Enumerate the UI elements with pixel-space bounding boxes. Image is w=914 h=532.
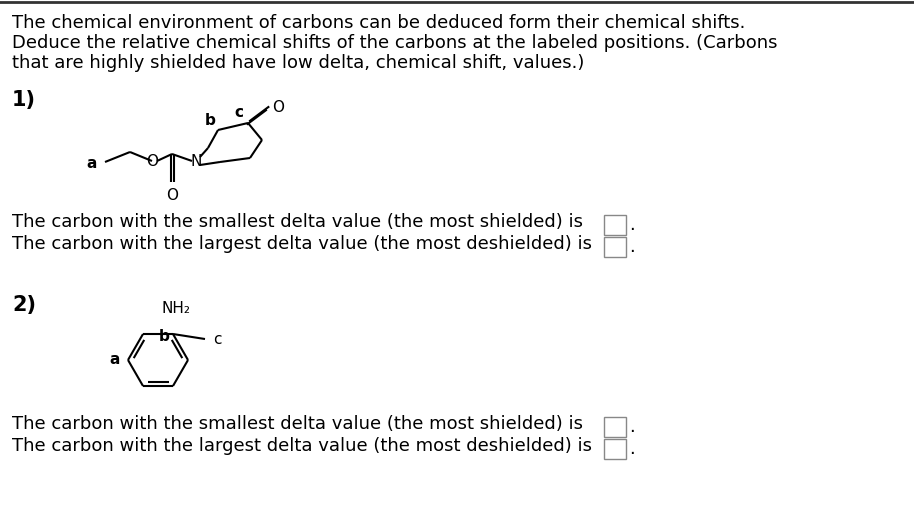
Text: The carbon with the largest delta value (the most deshielded) is: The carbon with the largest delta value … <box>12 437 592 455</box>
Text: Deduce the relative chemical shifts of the carbons at the labeled positions. (Ca: Deduce the relative chemical shifts of t… <box>12 34 778 52</box>
Text: The chemical environment of carbons can be deduced form their chemical shifts.: The chemical environment of carbons can … <box>12 14 746 32</box>
Text: 2): 2) <box>12 295 36 315</box>
Text: O: O <box>272 99 284 114</box>
Text: .: . <box>629 216 634 234</box>
Text: NH₂: NH₂ <box>162 301 190 316</box>
Text: 1): 1) <box>12 90 36 110</box>
Text: .: . <box>629 418 634 436</box>
Text: c: c <box>234 105 243 120</box>
Text: c: c <box>213 331 221 346</box>
Text: a: a <box>87 156 97 171</box>
Bar <box>604 417 626 437</box>
Text: that are highly shielded have low delta, chemical shift, values.): that are highly shielded have low delta,… <box>12 54 584 72</box>
Text: The carbon with the smallest delta value (the most shielded) is: The carbon with the smallest delta value… <box>12 213 583 231</box>
Text: .: . <box>629 238 634 256</box>
Text: b: b <box>205 113 216 128</box>
Text: .: . <box>629 440 634 458</box>
Text: The carbon with the largest delta value (the most deshielded) is: The carbon with the largest delta value … <box>12 235 592 253</box>
Text: O: O <box>146 154 158 169</box>
Bar <box>604 439 626 459</box>
Text: The carbon with the smallest delta value (the most shielded) is: The carbon with the smallest delta value… <box>12 415 583 433</box>
Text: O: O <box>166 188 178 203</box>
Text: b: b <box>159 329 170 344</box>
Text: a: a <box>110 353 120 368</box>
Bar <box>604 237 626 257</box>
Bar <box>604 215 626 235</box>
Text: N: N <box>190 154 202 169</box>
